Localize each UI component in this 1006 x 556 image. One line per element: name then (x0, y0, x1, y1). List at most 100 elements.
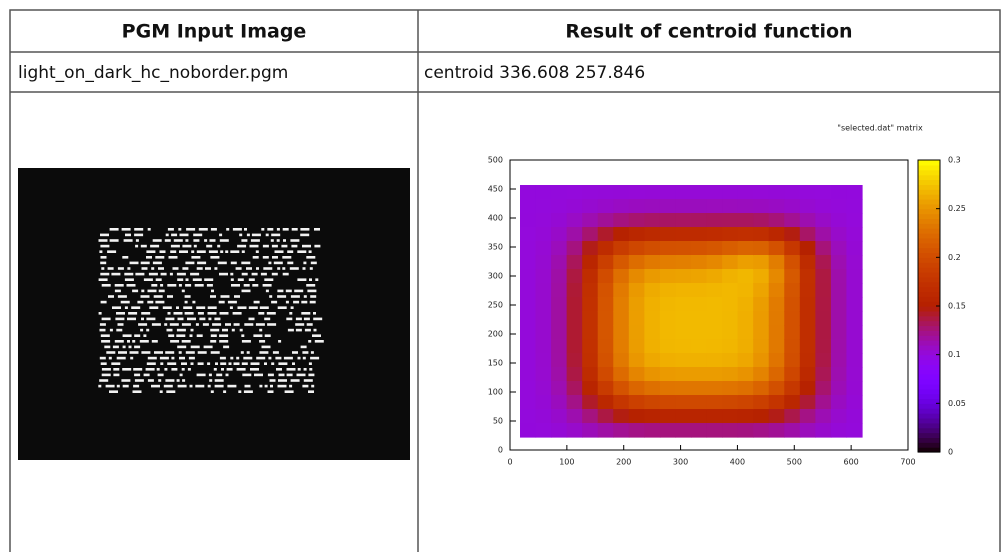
dash (315, 278, 319, 281)
heat-cell (706, 339, 723, 354)
dash (221, 368, 224, 371)
dash (300, 233, 310, 237)
dash (310, 261, 317, 265)
image-pattern (98, 228, 324, 393)
dash (289, 267, 299, 270)
dash (223, 345, 230, 349)
dash (268, 356, 272, 360)
heat-cell (815, 227, 832, 242)
dash (109, 390, 118, 393)
heat-cell (768, 241, 785, 256)
heat-cell (644, 297, 661, 312)
dash (241, 272, 248, 276)
dash (188, 356, 195, 360)
heat-cell (691, 423, 708, 438)
dash (135, 244, 139, 248)
heat-cell (597, 283, 614, 298)
dash (134, 373, 141, 377)
dash (219, 239, 229, 242)
heat-cell (597, 381, 614, 396)
heat-cell (706, 353, 723, 368)
dash (204, 239, 208, 242)
dash (270, 384, 273, 388)
x-tick-label: 400 (730, 458, 745, 467)
dash (208, 317, 212, 321)
heat-cell (722, 255, 739, 270)
dash (276, 368, 282, 371)
dash (104, 345, 111, 349)
heat-cell (535, 213, 552, 228)
heat-cell (722, 297, 739, 312)
heat-cell (597, 269, 614, 284)
dash (114, 289, 121, 293)
dash (112, 306, 121, 309)
colorbar-step (918, 276, 940, 283)
dash (286, 373, 293, 377)
dash (243, 284, 250, 287)
heat-cell (784, 353, 801, 368)
heat-cell (830, 381, 848, 396)
colorbar-step (918, 340, 940, 346)
heat-cell (675, 199, 692, 214)
heat-cell (644, 409, 661, 424)
dash (100, 233, 109, 237)
dash (198, 228, 208, 231)
colorbar-step (918, 247, 940, 254)
dash (132, 340, 136, 343)
dash (179, 233, 189, 237)
dash (183, 306, 193, 309)
dash (157, 373, 164, 377)
dash (227, 384, 237, 388)
heat-cell (815, 199, 832, 214)
dash (179, 250, 188, 253)
heat-cell (582, 213, 599, 228)
heat-cell (520, 213, 537, 228)
dash (122, 368, 132, 371)
dash (219, 312, 229, 315)
heat-cell (753, 213, 770, 228)
heat-cell (597, 297, 614, 312)
heat-cell (520, 353, 537, 368)
dash (130, 356, 134, 360)
dash (164, 239, 171, 242)
heat-cell (628, 311, 645, 326)
dash (248, 306, 258, 309)
heat-cell (628, 185, 645, 200)
heat-cell (830, 297, 848, 312)
dash (193, 239, 200, 242)
heat-cell (691, 325, 708, 340)
x-tick-label: 200 (616, 458, 631, 467)
column-header: Result of centroid function (565, 21, 852, 43)
heat-cell (520, 409, 537, 424)
dash (239, 328, 243, 332)
heat-cell (768, 311, 785, 326)
colorbar-step (918, 218, 940, 224)
heat-cell (691, 353, 708, 368)
heat-cell (830, 325, 848, 340)
heat-cell (722, 311, 739, 326)
heat-cell (799, 395, 816, 410)
dash (246, 233, 250, 237)
heat-cell (784, 381, 801, 396)
heat-cell (815, 185, 832, 200)
dash (244, 384, 251, 388)
dash (168, 334, 175, 337)
dash (219, 340, 229, 343)
heat-cell (784, 367, 801, 382)
heat-cell (613, 409, 630, 424)
dash (151, 384, 160, 388)
heat-cell (784, 255, 801, 270)
heat-cell (768, 227, 785, 242)
dash (160, 272, 167, 276)
dash (196, 306, 206, 309)
heat-cell (566, 409, 583, 424)
heat-cell (520, 395, 537, 410)
dash (193, 233, 203, 237)
dash (108, 295, 114, 298)
dash (195, 384, 205, 388)
dash (251, 272, 258, 276)
heat-cell (691, 339, 708, 354)
dash (151, 284, 158, 287)
heat-cell (691, 199, 708, 214)
